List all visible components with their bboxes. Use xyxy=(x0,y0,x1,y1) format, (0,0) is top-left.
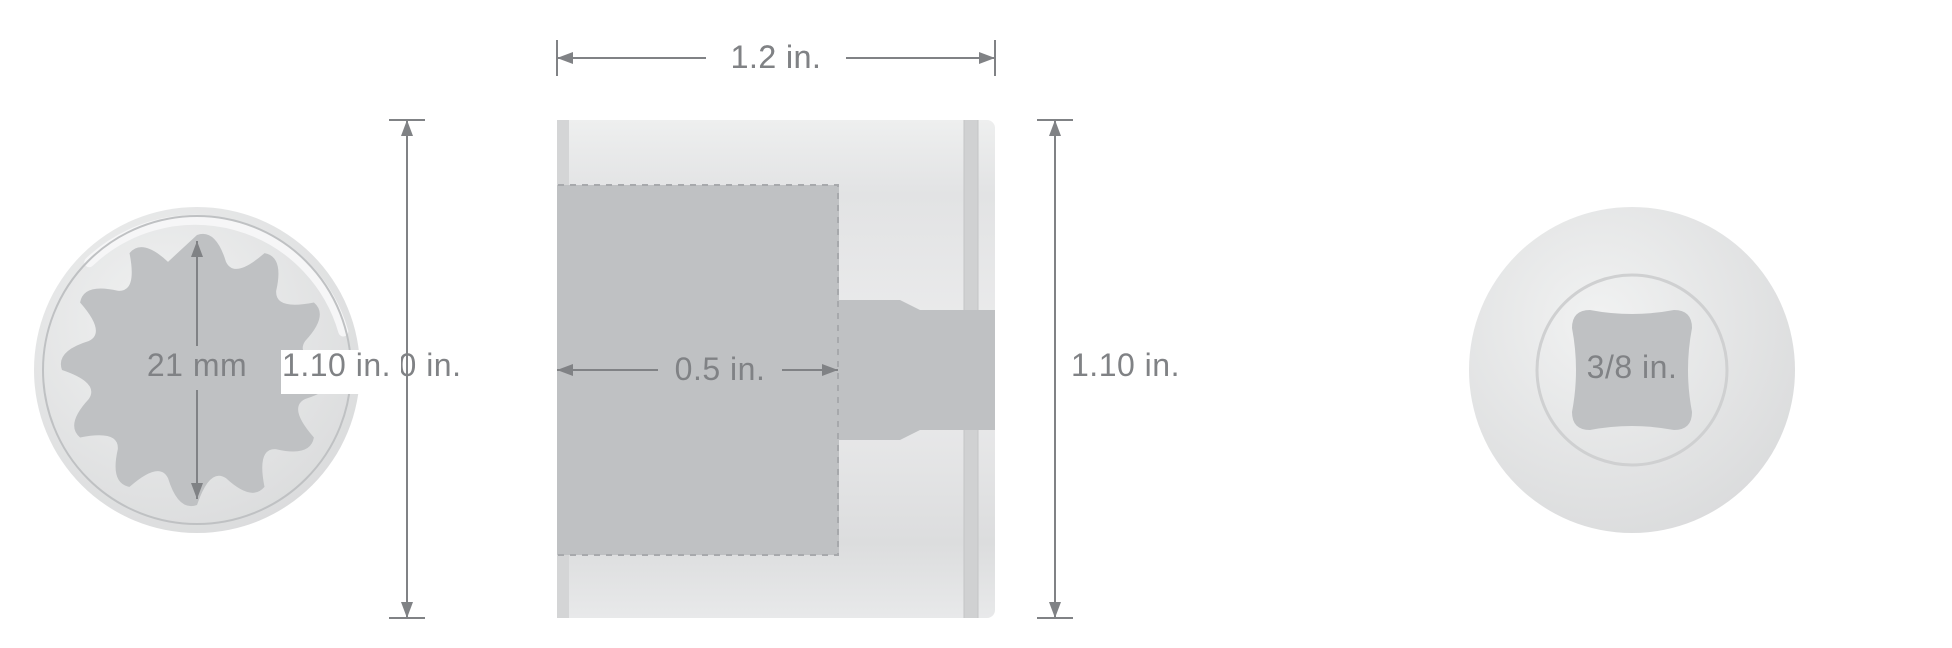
dim-left-height-label: 1.10 in. xyxy=(282,347,391,383)
dim-right-height-label: 1.10 in. xyxy=(1071,347,1180,383)
drive-bore-fill xyxy=(838,300,995,440)
dim-depth-label: 0.5 in. xyxy=(675,351,766,387)
drive-size-label: 3/8 in. xyxy=(1587,349,1678,385)
dim-length-label: 1.2 in. xyxy=(731,39,822,75)
front-size-label: 21 mm xyxy=(147,347,247,383)
technical-drawing: 21 mm1.2 in.1.10 in.1.10 in.1.10 in.1.10… xyxy=(0,0,1952,648)
